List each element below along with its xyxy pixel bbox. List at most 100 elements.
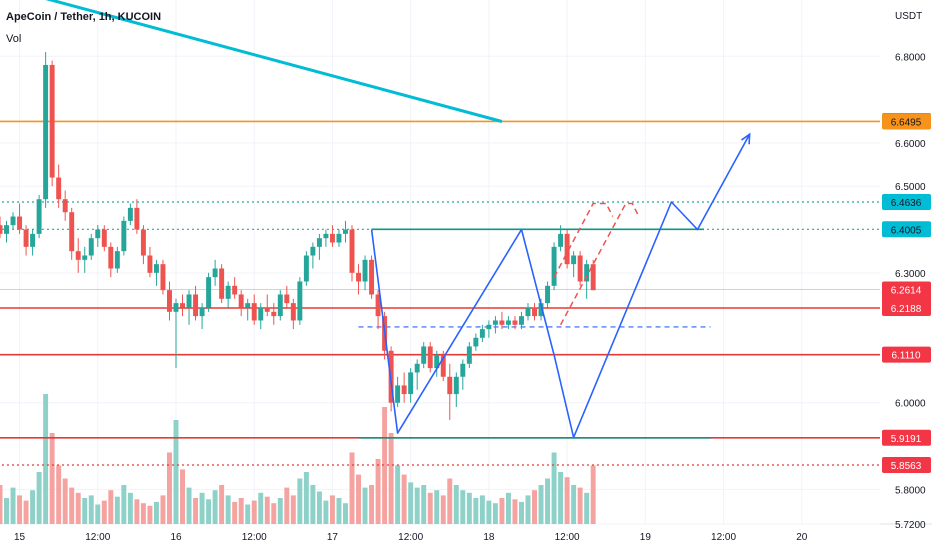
- candle-body: [206, 277, 212, 308]
- candle-body: [284, 294, 290, 304]
- chart-title: ApeCoin / Tether, 1h, KUCOIN: [6, 11, 162, 23]
- arrow-head: [741, 132, 751, 145]
- candle-body: [88, 238, 94, 256]
- volume-bar: [284, 487, 290, 524]
- candle-body: [434, 355, 440, 369]
- volume-bar: [401, 474, 407, 524]
- volume-bar: [88, 495, 94, 524]
- candle-body: [408, 372, 414, 395]
- x-tick-label: 18: [483, 532, 495, 543]
- candle-body: [62, 199, 68, 213]
- candle-body: [238, 294, 244, 308]
- volume-bar: [414, 487, 420, 524]
- candle-body: [108, 246, 114, 269]
- candle-body: [479, 329, 485, 338]
- candle-body: [303, 255, 309, 282]
- volume-bar: [219, 485, 225, 524]
- candle-body: [316, 238, 322, 247]
- volume-bar: [336, 498, 342, 524]
- candle-body: [23, 229, 29, 247]
- price-tag-text: 6.4636: [891, 198, 922, 209]
- volume-bar: [310, 485, 316, 524]
- candle-body: [519, 316, 524, 325]
- y-tick-label: 5.7200: [895, 520, 926, 531]
- volume-bar: [551, 452, 557, 524]
- candle-body: [512, 320, 518, 325]
- candle-body: [199, 307, 205, 317]
- price-tag: 6.4636: [882, 193, 931, 210]
- y-tick-label: 6.6000: [895, 139, 926, 150]
- candle-body: [356, 272, 361, 282]
- price-tag: 6.4005: [882, 221, 931, 238]
- volume-bar: [519, 501, 524, 524]
- volume-bar: [564, 477, 570, 524]
- candle-body: [349, 229, 355, 273]
- volume-bar: [225, 495, 231, 524]
- x-tick-label: 12:00: [711, 532, 736, 543]
- price-tag-text: 6.2188: [891, 304, 922, 315]
- candle-body: [375, 294, 381, 317]
- candle-body: [362, 259, 368, 282]
- price-tag-text: 5.8563: [891, 461, 922, 472]
- price-tag-text: 6.2614: [891, 286, 922, 297]
- volume-bar: [140, 503, 146, 524]
- x-tick-label: 12:00: [242, 532, 267, 543]
- price-tag-bg: [882, 299, 931, 316]
- x-tick-label: 12:00: [398, 532, 423, 543]
- candle-body: [56, 177, 62, 200]
- volume-bar: [114, 496, 120, 524]
- candle-body: [134, 207, 140, 230]
- volume-bar: [186, 487, 192, 524]
- volume-bar: [349, 452, 355, 524]
- candle-body: [492, 320, 498, 325]
- volume-bar: [388, 433, 394, 524]
- price-tag-bg: [882, 193, 931, 210]
- volume-bar: [23, 500, 29, 524]
- candle-body: [160, 264, 166, 291]
- volume-bar: [558, 472, 564, 524]
- volume-bar: [193, 498, 199, 524]
- volume-bar: [486, 500, 492, 524]
- candle-body: [36, 199, 42, 234]
- x-tick-label: 12:00: [555, 532, 580, 543]
- x-tick-label: 16: [170, 532, 182, 543]
- volume-bar: [303, 472, 309, 524]
- candle-body: [336, 233, 342, 243]
- candle-body: [577, 255, 583, 282]
- x-tick-label: 19: [640, 532, 652, 543]
- volume-bar: [10, 487, 16, 524]
- volume-bar: [532, 490, 537, 524]
- candle-body: [564, 233, 570, 265]
- candle-body: [323, 233, 329, 239]
- candle-body: [421, 346, 427, 364]
- projection-dashed-arrow: [553, 202, 614, 278]
- candle-body: [140, 229, 146, 256]
- candle-body: [343, 229, 348, 234]
- candle-body: [17, 216, 23, 230]
- price-tag-text: 6.1110: [891, 351, 921, 362]
- volume-bar: [590, 465, 596, 524]
- candle-body: [219, 268, 225, 299]
- volume-bar: [297, 478, 303, 524]
- volume-bar: [375, 459, 381, 524]
- candle-body: [525, 307, 531, 317]
- volume-bar: [36, 472, 42, 524]
- volume-bar: [427, 492, 433, 524]
- price-tag-text: 6.6495: [891, 117, 922, 128]
- price-tag-bg: [882, 346, 931, 363]
- price-tag: 5.9191: [882, 429, 931, 446]
- candle-body: [251, 303, 257, 321]
- volume-bar: [512, 499, 518, 524]
- axis-unit-label: USDT: [895, 11, 923, 22]
- candle-body: [369, 259, 375, 295]
- candle-body: [30, 233, 36, 247]
- volume-bar: [408, 482, 414, 524]
- volume-bar: [245, 504, 251, 524]
- volume-bar: [323, 500, 329, 524]
- volume-bar: [206, 499, 212, 524]
- price-tag-bg: [882, 221, 931, 238]
- candle-body: [584, 264, 590, 282]
- x-tick-label: 17: [327, 532, 339, 543]
- y-tick-label: 6.0000: [895, 399, 926, 410]
